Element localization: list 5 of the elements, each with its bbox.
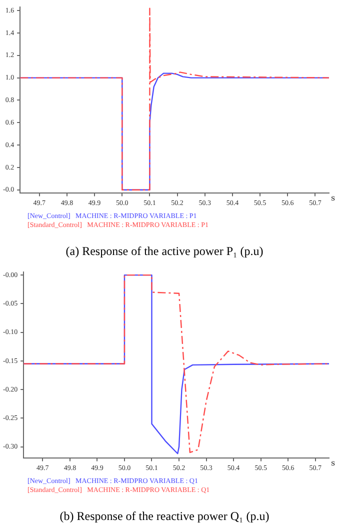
text: (a) Response of the active power P₁ (p.u) xyxy=(66,244,264,258)
x-axis-title: s xyxy=(331,193,336,202)
line-series xyxy=(20,8,329,190)
x-axis-title: s xyxy=(331,458,336,468)
text: (b) Response of the reactive power Q₁ (p.u) xyxy=(60,508,270,523)
